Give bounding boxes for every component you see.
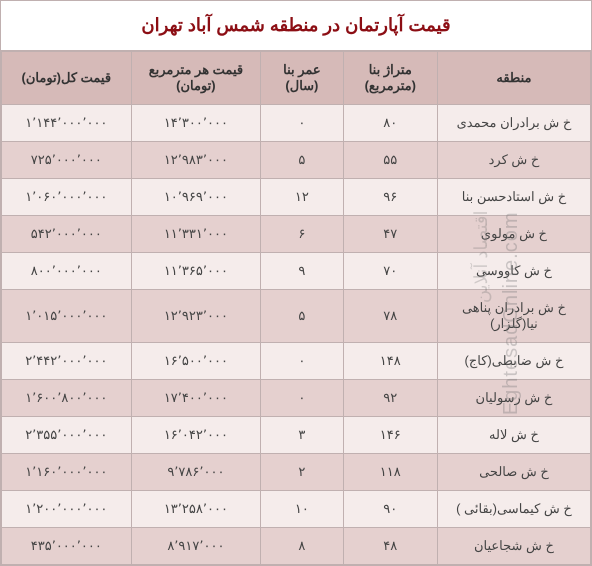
table-cell: خ ش کاووسی: [437, 253, 590, 290]
table-cell: ۱٬۱۶۰٬۰۰۰٬۰۰۰: [2, 454, 132, 491]
col-header-age: عمر بنا (سال): [261, 52, 343, 105]
table-cell: ۱۲٬۹۸۳٬۰۰۰: [131, 142, 261, 179]
table-cell: ۰: [261, 343, 343, 380]
table-cell: ۱٬۶۰۰٬۸۰۰٬۰۰۰: [2, 380, 132, 417]
table-cell: ۰: [261, 105, 343, 142]
table-cell: خ ش برادران محمدی: [437, 105, 590, 142]
table-cell: ۱٬۰۱۵٬۰۰۰٬۰۰۰: [2, 290, 132, 343]
table-cell: ۸۰: [343, 105, 437, 142]
table-cell: ۱۴٬۳۰۰٬۰۰۰: [131, 105, 261, 142]
table-cell: ۹٬۷۸۶٬۰۰۰: [131, 454, 261, 491]
table-row: خ ش صالحی۱۱۸۲۹٬۷۸۶٬۰۰۰۱٬۱۶۰٬۰۰۰٬۰۰۰: [2, 454, 591, 491]
table-row: خ ش مولوی۴۷۶۱۱٬۳۳۱٬۰۰۰۵۴۲٬۰۰۰٬۰۰۰: [2, 216, 591, 253]
table-cell: ۴۸: [343, 528, 437, 565]
table-cell: خ ش استادحسن بنا: [437, 179, 590, 216]
apartment-price-table: منطقه متراژ بنا (مترمربع) عمر بنا (سال) …: [1, 51, 591, 565]
table-cell: ۴۳۵٬۰۰۰٬۰۰۰: [2, 528, 132, 565]
table-cell: خ ش صالحی: [437, 454, 590, 491]
table-cell: ۳: [261, 417, 343, 454]
table-cell: ۲٬۳۵۵٬۰۰۰٬۰۰۰: [2, 417, 132, 454]
table-cell: ۱۳٬۲۵۸٬۰۰۰: [131, 491, 261, 528]
price-table-container: قیمت آپارتمان در منطقه شمس آباد تهران من…: [0, 0, 592, 566]
col-header-price-per-meter: قیمت هر مترمربع (تومان): [131, 52, 261, 105]
table-cell: ۷۸: [343, 290, 437, 343]
table-header-row: منطقه متراژ بنا (مترمربع) عمر بنا (سال) …: [2, 52, 591, 105]
table-cell: ۲٬۴۴۲٬۰۰۰٬۰۰۰: [2, 343, 132, 380]
table-row: خ ش استادحسن بنا۹۶۱۲۱۰٬۹۶۹٬۰۰۰۱٬۰۶۰٬۰۰۰٬…: [2, 179, 591, 216]
table-cell: ۱٬۲۰۰٬۰۰۰٬۰۰۰: [2, 491, 132, 528]
table-cell: ۲: [261, 454, 343, 491]
table-cell: ۵: [261, 142, 343, 179]
table-cell: ۷۰: [343, 253, 437, 290]
col-header-total-price: قیمت کل(تومان): [2, 52, 132, 105]
table-cell: ۱۱٬۳۳۱٬۰۰۰: [131, 216, 261, 253]
table-cell: ۸٬۹۱۷٬۰۰۰: [131, 528, 261, 565]
table-row: خ ش برادران پناهی نیا(گلزار)۷۸۵۱۲٬۹۲۳٬۰۰…: [2, 290, 591, 343]
table-cell: خ ش ضابطی(کاج): [437, 343, 590, 380]
table-cell: ۱۷٬۴۰۰٬۰۰۰: [131, 380, 261, 417]
table-row: خ ش لاله۱۴۶۳۱۶٬۰۴۲٬۰۰۰۲٬۳۵۵٬۰۰۰٬۰۰۰: [2, 417, 591, 454]
table-row: خ ش شجاعیان۴۸۸۸٬۹۱۷٬۰۰۰۴۳۵٬۰۰۰٬۰۰۰: [2, 528, 591, 565]
table-cell: ۰: [261, 380, 343, 417]
table-row: خ ش ضابطی(کاج)۱۴۸۰۱۶٬۵۰۰٬۰۰۰۲٬۴۴۲٬۰۰۰٬۰۰…: [2, 343, 591, 380]
table-row: خ ش کاووسی۷۰۹۱۱٬۳۶۵٬۰۰۰۸۰۰٬۰۰۰٬۰۰۰: [2, 253, 591, 290]
table-row: خ ش برادران محمدی۸۰۰۱۴٬۳۰۰٬۰۰۰۱٬۱۴۴٬۰۰۰٬…: [2, 105, 591, 142]
table-cell: ۹۰: [343, 491, 437, 528]
table-cell: ۱٬۰۶۰٬۰۰۰٬۰۰۰: [2, 179, 132, 216]
table-cell: ۱۶٬۰۴۲٬۰۰۰: [131, 417, 261, 454]
table-cell: ۷۲۵٬۰۰۰٬۰۰۰: [2, 142, 132, 179]
table-cell: ۹۲: [343, 380, 437, 417]
table-row: خ ش رسولیان۹۲۰۱۷٬۴۰۰٬۰۰۰۱٬۶۰۰٬۸۰۰٬۰۰۰: [2, 380, 591, 417]
table-cell: ۴۷: [343, 216, 437, 253]
table-cell: ۹: [261, 253, 343, 290]
table-cell: ۱٬۱۴۴٬۰۰۰٬۰۰۰: [2, 105, 132, 142]
table-cell: خ ش کرد: [437, 142, 590, 179]
table-cell: ۱۲٬۹۲۳٬۰۰۰: [131, 290, 261, 343]
table-cell: خ ش برادران پناهی نیا(گلزار): [437, 290, 590, 343]
table-cell: ۹۶: [343, 179, 437, 216]
table-title: قیمت آپارتمان در منطقه شمس آباد تهران: [1, 1, 591, 51]
table-cell: ۱۶٬۵۰۰٬۰۰۰: [131, 343, 261, 380]
table-body: خ ش برادران محمدی۸۰۰۱۴٬۳۰۰٬۰۰۰۱٬۱۴۴٬۰۰۰٬…: [2, 105, 591, 565]
table-cell: ۱۰: [261, 491, 343, 528]
table-cell: ۱۴۶: [343, 417, 437, 454]
table-cell: خ ش رسولیان: [437, 380, 590, 417]
col-header-area: متراژ بنا (مترمربع): [343, 52, 437, 105]
table-cell: ۱۲: [261, 179, 343, 216]
table-cell: خ ش مولوی: [437, 216, 590, 253]
table-cell: خ ش کیماسی(بقائی ): [437, 491, 590, 528]
table-cell: خ ش شجاعیان: [437, 528, 590, 565]
table-cell: ۱۱۸: [343, 454, 437, 491]
table-cell: ۵۴۲٬۰۰۰٬۰۰۰: [2, 216, 132, 253]
table-cell: ۵۵: [343, 142, 437, 179]
table-cell: ۱۴۸: [343, 343, 437, 380]
table-cell: ۵: [261, 290, 343, 343]
table-row: خ ش کیماسی(بقائی )۹۰۱۰۱۳٬۲۵۸٬۰۰۰۱٬۲۰۰٬۰۰…: [2, 491, 591, 528]
table-row: خ ش کرد۵۵۵۱۲٬۹۸۳٬۰۰۰۷۲۵٬۰۰۰٬۰۰۰: [2, 142, 591, 179]
table-cell: ۱۰٬۹۶۹٬۰۰۰: [131, 179, 261, 216]
table-cell: ۶: [261, 216, 343, 253]
table-cell: ۸: [261, 528, 343, 565]
col-header-region: منطقه: [437, 52, 590, 105]
table-cell: خ ش لاله: [437, 417, 590, 454]
table-cell: ۸۰۰٬۰۰۰٬۰۰۰: [2, 253, 132, 290]
table-cell: ۱۱٬۳۶۵٬۰۰۰: [131, 253, 261, 290]
